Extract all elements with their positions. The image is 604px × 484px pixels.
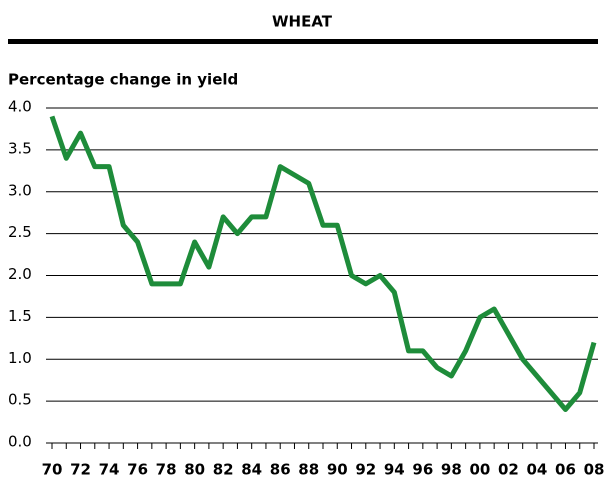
x-tick-label: 90: [327, 461, 348, 479]
x-tick-label: 00: [469, 461, 490, 479]
x-tick-label: 06: [555, 461, 576, 479]
x-tick-label: 96: [412, 461, 433, 479]
y-tick-label: 3.5: [8, 139, 32, 157]
x-tick-label: 76: [127, 461, 148, 479]
x-tick-label: 72: [70, 461, 91, 479]
y-tick-label: 0.5: [8, 391, 32, 409]
y-tick-label: 1.0: [8, 349, 32, 367]
x-tick-label: 02: [498, 461, 519, 479]
chart-title: WHEAT: [272, 13, 333, 31]
data-line: [49, 115, 597, 412]
y-tick-label: 2.0: [8, 265, 32, 283]
x-tick-label: 98: [441, 461, 462, 479]
title-rule: [8, 39, 598, 44]
x-tick-label: 88: [298, 461, 319, 479]
x-tick-label: 08: [584, 461, 604, 479]
y-tick-label: 0.0: [8, 433, 32, 451]
x-tick-label: 74: [99, 461, 120, 479]
y-tick-label: 3.0: [8, 181, 32, 199]
y-tick-label: 1.5: [8, 307, 32, 325]
x-tick-label: 92: [355, 461, 376, 479]
chart-subtitle: Percentage change in yield: [8, 71, 238, 89]
x-tick-label: 86: [270, 461, 291, 479]
x-tick-label: 78: [156, 461, 177, 479]
x-tick-label: 80: [184, 461, 205, 479]
y-tick-label: 4.0: [8, 98, 32, 116]
x-tick-label: 04: [527, 461, 548, 479]
y-tick-label: 2.5: [8, 223, 32, 241]
x-tick-label: 94: [384, 461, 405, 479]
x-tick-label: 70: [42, 461, 63, 479]
x-tick-label: 84: [241, 461, 262, 479]
x-tick-label: 82: [213, 461, 234, 479]
